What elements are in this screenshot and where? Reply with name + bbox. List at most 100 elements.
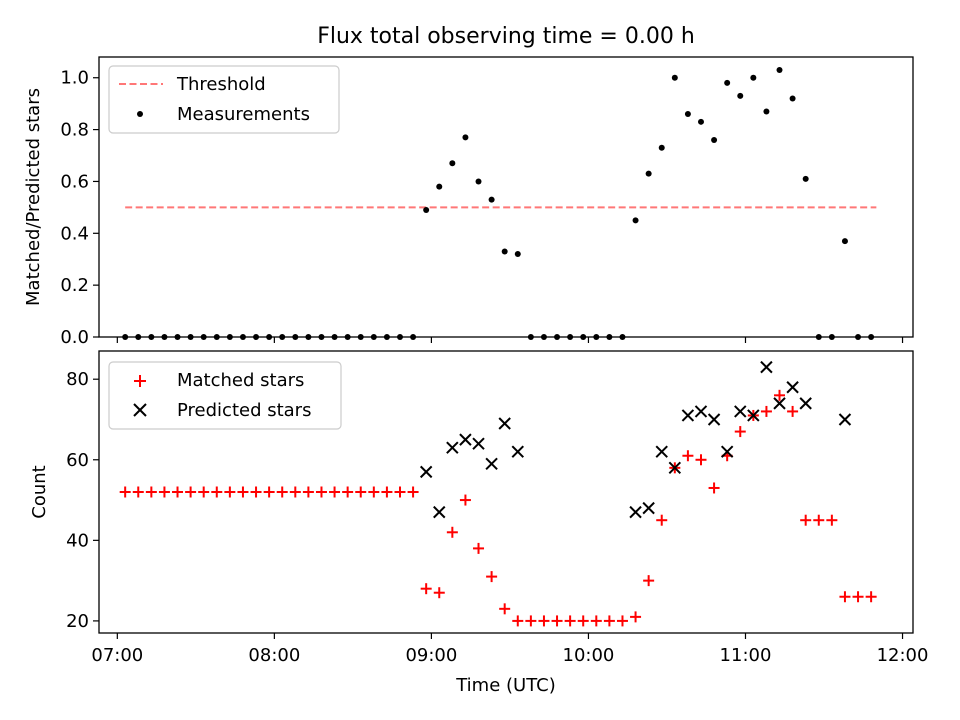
matched-stars-point [512, 615, 524, 627]
matched-stars-point [695, 454, 707, 466]
matched-stars-point [473, 542, 485, 554]
predicted-stars-point [799, 397, 812, 410]
measurements-point [462, 134, 469, 141]
bottom-legend: Matched stars Predicted stars [108, 361, 342, 430]
measurements-legend-label: Measurements [177, 104, 310, 125]
measurements-point [449, 160, 456, 167]
top-legend-box [108, 65, 340, 134]
matched-stars-point [145, 486, 157, 498]
measurements-point [645, 170, 652, 177]
matched-stars-legend-label: Matched stars [177, 370, 304, 391]
top-y-tick-label: 1.0 [60, 68, 89, 89]
matched-stars-point [211, 486, 223, 498]
measurements-point [514, 251, 521, 258]
bottom-x-ticks: 07:00 08:00 09:00 10:00 11:00 12:00 [91, 633, 928, 666]
measurements-point [488, 196, 495, 203]
matched-stars-point [538, 615, 550, 627]
bottom-y-tick-label: 60 [66, 450, 89, 471]
measurements-legend-swatch [137, 111, 143, 117]
measurements-point [776, 66, 783, 73]
matched-stars-point [172, 486, 184, 498]
predicted-stars-point [773, 397, 786, 410]
matched-stars-point [656, 514, 668, 526]
top-y-axis-label: Matched/Predicted stars [23, 88, 44, 306]
matched-stars-point [119, 486, 131, 498]
predicted-stars-point [760, 360, 773, 374]
top-legend: Threshold Measurements [108, 65, 340, 134]
matched-stars-point [616, 615, 628, 627]
top-y-tick-label: 0.8 [60, 120, 89, 141]
matched-stars-point [302, 486, 314, 498]
top-axes-frame [98, 56, 914, 338]
predicted-stars-point [694, 405, 708, 418]
top-y-tick-label: 0.6 [60, 171, 89, 192]
matched-stars-point [263, 486, 275, 498]
top-panel: 0.0 0.2 0.4 0.6 0.8 1.0 Matched/Predicted sta… [23, 56, 914, 348]
matched-stars-point [564, 615, 576, 627]
measurements-point [436, 183, 443, 190]
predicted-stars-point [786, 381, 799, 394]
predicted-stars-point [681, 409, 695, 422]
top-y-tick-label: 0.4 [60, 223, 89, 244]
predicted-stars-point [734, 405, 747, 418]
matched-stars-point [381, 486, 393, 498]
matched-stars-point [237, 486, 249, 498]
measurements-point [632, 217, 639, 224]
matched-stars-point [551, 615, 563, 627]
matched-stars-point [852, 591, 864, 603]
matched-stars-point [185, 486, 197, 498]
x-axis-label: Time (UTC) [455, 675, 556, 696]
matched-stars-point [708, 482, 720, 494]
matched-stars-point [590, 615, 602, 627]
measurements-point [789, 95, 796, 102]
predicted-stars-point [511, 445, 524, 458]
measurements-point [737, 92, 744, 99]
predicted-stars-point [485, 457, 498, 471]
predicted-stars-point [433, 505, 446, 519]
matched-stars-point [486, 571, 498, 583]
measurements-point [711, 136, 718, 143]
matched-stars-point [420, 583, 432, 595]
measurements-point [841, 238, 848, 245]
measurements-point [750, 74, 757, 81]
threshold-legend-label: Threshold [176, 74, 266, 95]
predicted-stars-point [707, 413, 721, 426]
x-tick-label: 11:00 [720, 645, 772, 666]
matched-stars-legend-swatch [134, 375, 146, 387]
x-tick-label: 09:00 [405, 645, 457, 666]
matched-stars-point [224, 486, 236, 498]
matched-stars-point [800, 514, 812, 526]
bottom-y-tick-label: 40 [66, 530, 89, 551]
matched-stars-point [407, 486, 419, 498]
top-y-tick-label: 0.0 [60, 327, 89, 348]
matched-stars-point [315, 486, 327, 498]
matched-stars-point [787, 405, 799, 417]
predicted-stars-point [838, 413, 852, 426]
predicted-stars-point [446, 441, 459, 454]
predicted-stars-point [655, 445, 668, 458]
matched-stars-point [355, 486, 367, 498]
measurements-point [763, 108, 770, 115]
matched-stars-point [734, 426, 746, 438]
matched-stars-point [446, 526, 458, 538]
matched-stars-point [329, 486, 341, 498]
matched-stars-point [839, 591, 851, 603]
matched-stars-point [158, 486, 170, 498]
chart-title: Flux total observing time = 0.00 h [317, 24, 695, 49]
predicted-stars-legend-label: Predicted stars [177, 400, 311, 421]
matched-stars-point [865, 591, 877, 603]
predicted-stars-point [668, 461, 682, 475]
predicted-stars-point [498, 417, 511, 430]
top-y-ticks: 0.0 0.2 0.4 0.6 0.8 1.0 [60, 68, 99, 348]
matched-stars-point [250, 486, 262, 498]
matched-stars-point [577, 615, 589, 627]
matched-stars-point [813, 514, 825, 526]
top-x-ticks [116, 337, 904, 343]
bottom-y-ticks: 20 40 60 80 [66, 369, 99, 632]
matched-stars-point [459, 494, 471, 506]
matched-stars-point [826, 514, 838, 526]
bottom-y-tick-label: 20 [66, 611, 89, 632]
top-y-tick-label: 0.2 [60, 275, 89, 296]
